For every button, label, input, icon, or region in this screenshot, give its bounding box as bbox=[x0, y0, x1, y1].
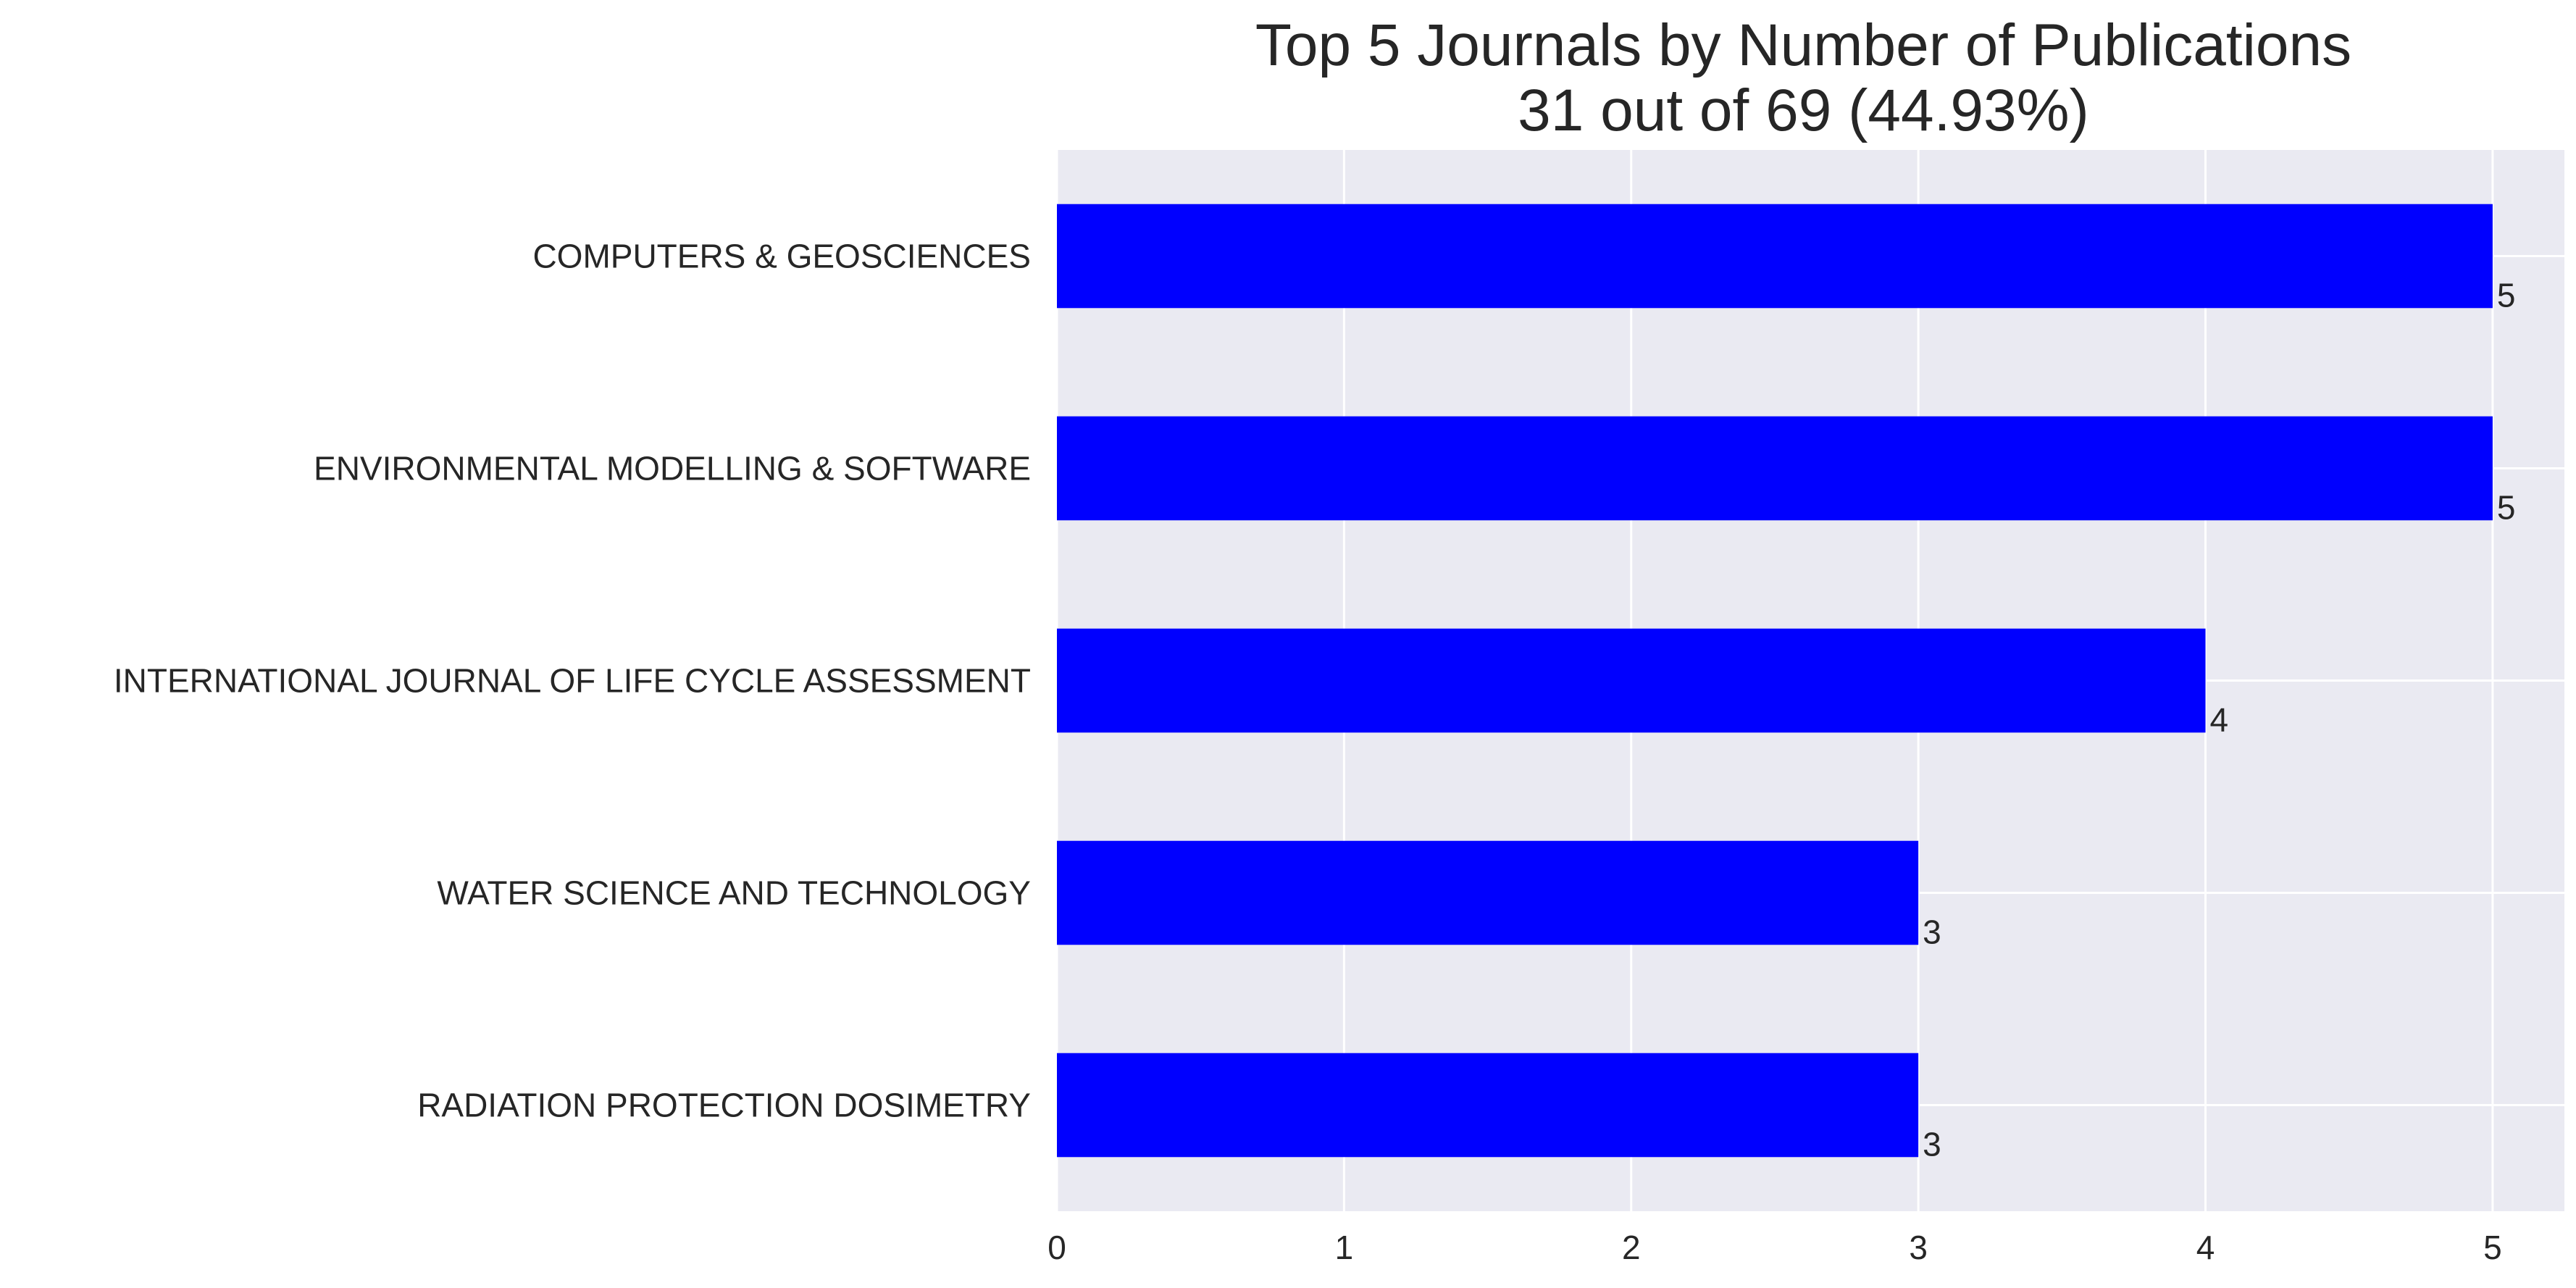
category-label: RADIATION PROTECTION DOSIMETRY bbox=[417, 1087, 1031, 1124]
x-tick-label: 4 bbox=[2196, 1229, 2215, 1266]
bars bbox=[1057, 204, 2493, 1158]
category-label: ENVIRONMENTAL MODELLING & SOFTWARE bbox=[314, 450, 1031, 488]
category-label: WATER SCIENCE AND TECHNOLOGY bbox=[437, 874, 1031, 912]
value-label: 4 bbox=[2210, 701, 2229, 738]
bar bbox=[1057, 416, 2493, 521]
value-label: 5 bbox=[2497, 488, 2516, 526]
bar bbox=[1057, 840, 1919, 945]
value-label: 3 bbox=[1923, 913, 1941, 950]
category-labels: COMPUTERS & GEOSCIENCES ENVIRONMENTAL MOD… bbox=[114, 238, 1031, 1124]
value-labels: 5 5 4 3 3 bbox=[1923, 276, 2515, 1163]
category-label: COMPUTERS & GEOSCIENCES bbox=[532, 238, 1031, 275]
bar bbox=[1057, 204, 2493, 309]
bar bbox=[1057, 628, 2206, 733]
x-tick-label: 2 bbox=[1622, 1229, 1641, 1266]
x-tick-label: 1 bbox=[1335, 1229, 1354, 1266]
value-label: 3 bbox=[1923, 1125, 1941, 1163]
x-tick-label: 3 bbox=[1909, 1229, 1928, 1266]
x-tick-labels: 0 1 2 3 4 5 bbox=[1047, 1229, 2501, 1266]
x-tick-label: 0 bbox=[1047, 1229, 1066, 1266]
bar bbox=[1057, 1053, 1919, 1158]
x-tick-label: 5 bbox=[2483, 1229, 2502, 1266]
chart-subtitle: 31 out of 69 (44.93%) bbox=[1518, 78, 2089, 143]
chart-title: Top 5 Journals by Number of Publications bbox=[1255, 12, 2351, 78]
category-label: INTERNATIONAL JOURNAL OF LIFE CYCLE ASSE… bbox=[114, 662, 1031, 700]
value-label: 5 bbox=[2497, 276, 2516, 314]
